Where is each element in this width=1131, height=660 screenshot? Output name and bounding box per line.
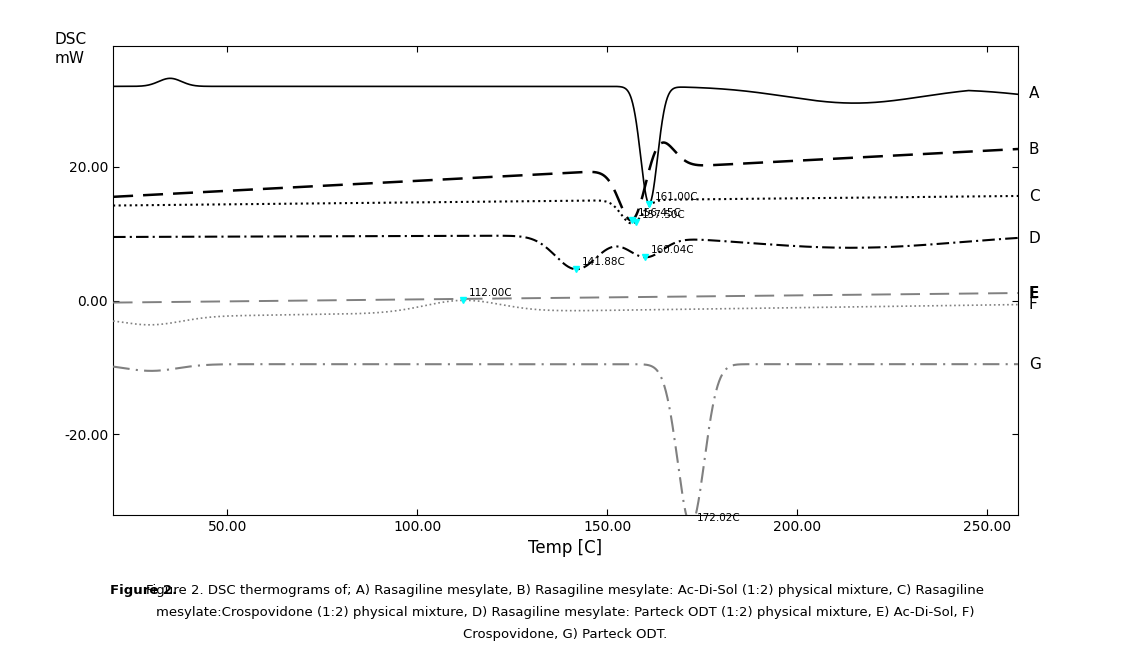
Text: 172.02C: 172.02C [697,513,741,523]
Text: D: D [1029,231,1041,246]
Text: C: C [1029,189,1039,203]
Text: 156.45C: 156.45C [638,208,681,218]
Text: mesylate:Crospovidone (1:2) physical mixture, D) Rasagiline mesylate: Parteck OD: mesylate:Crospovidone (1:2) physical mix… [156,606,975,619]
Text: B: B [1029,142,1039,157]
Text: 112.00C: 112.00C [468,288,512,298]
Text: 161.00C: 161.00C [655,191,699,202]
Text: Crospovidone, G) Parteck ODT.: Crospovidone, G) Parteck ODT. [464,628,667,641]
X-axis label: Temp [C]: Temp [C] [528,539,603,557]
Text: 160.04C: 160.04C [651,246,694,255]
Text: G: G [1029,356,1041,372]
Text: A: A [1029,86,1039,101]
Text: Figure 2. DSC thermograms of; A) Rasagiline mesylate, B) Rasagiline mesylate: Ac: Figure 2. DSC thermograms of; A) Rasagil… [147,584,984,597]
Text: E: E [1029,286,1039,301]
Text: 157.50C: 157.50C [641,210,685,220]
Text: F: F [1029,297,1037,312]
Text: 141.88C: 141.88C [582,257,627,267]
Text: Figure 2.: Figure 2. [110,584,176,597]
Text: DSC
mW: DSC mW [54,32,86,66]
